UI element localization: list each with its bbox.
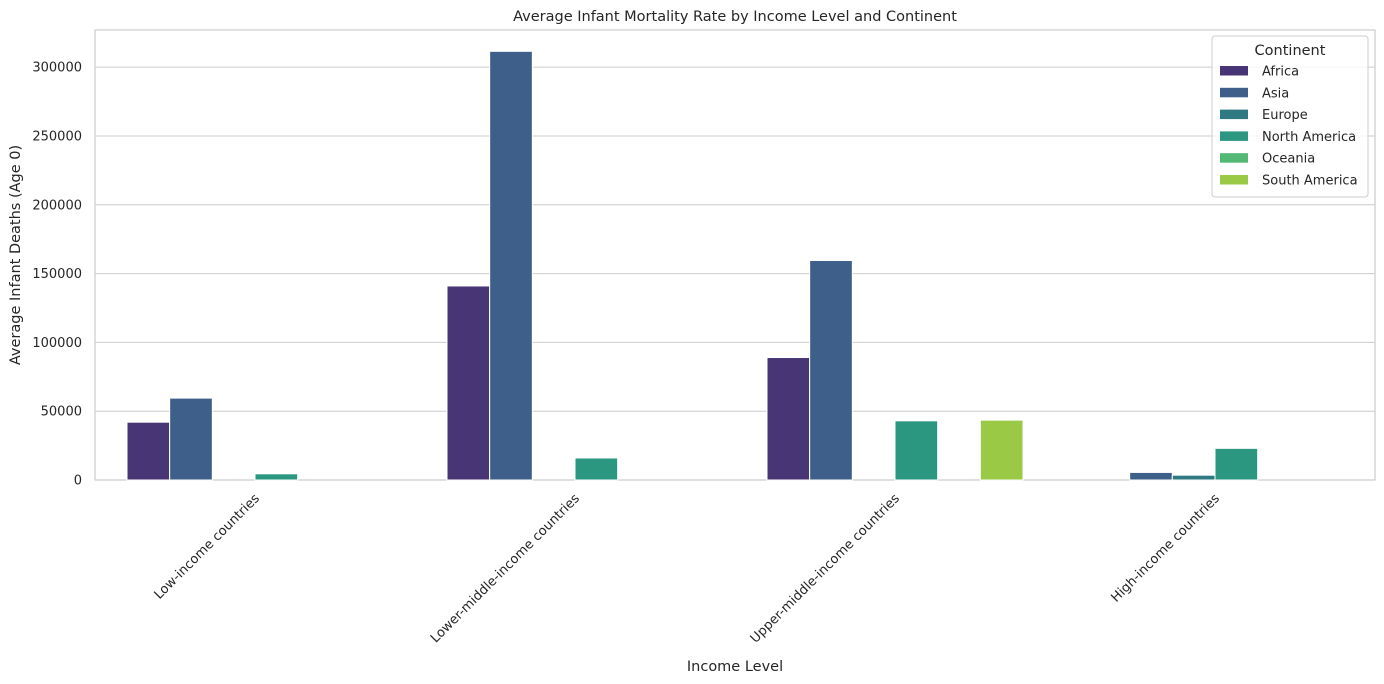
y-tick-label: 250000 [32,129,82,144]
x-tick-label: Upper-middle-income countries [748,491,903,646]
bar-asia [809,260,853,481]
legend-items: Africa Asia Europe North America Oceania Sout… [1220,65,1358,189]
legend-label: South America [1262,174,1358,189]
bar-north-america [574,457,619,481]
bar-europe [1171,474,1216,481]
bar-north-america [1214,447,1259,481]
plot-area [94,29,1376,481]
y-tick-label: 0 [74,474,82,489]
x-tick-label: Low-income countries [152,491,263,602]
bar-asia [169,397,213,481]
bar-asia [1129,471,1173,481]
x-axis-label: Income Level [687,659,783,675]
legend-label: North America [1262,130,1356,145]
y-tick-label: 100000 [32,336,82,351]
y-tick-label: 200000 [32,198,82,213]
legend-swatch [1220,131,1248,141]
legend-label: Africa [1262,65,1299,80]
y-tick-labels: 0 50000 100000 150000 200000 250000 300000 [32,61,82,489]
legend-box [1211,35,1369,198]
x-tick-label: High-income countries [1109,491,1224,606]
bar-north-america [254,473,299,481]
x-tick-labels: Low-income countries Lower-middle-income … [152,491,1223,646]
chart-title: Average Infant Mortality Rate by Income … [513,9,957,25]
legend-swatch [1220,87,1248,98]
legend-swatch [1220,109,1248,120]
grid-lines [95,66,1375,412]
bar-south-america [979,419,1024,481]
legend: Continent Africa Asia Europe North America O… [1211,35,1369,198]
legend-swatch [1220,66,1248,76]
legend-swatch [1220,175,1248,185]
bars [126,50,1259,481]
bar-africa [446,285,491,481]
x-tick-label: Lower-middle-income countries [428,491,583,646]
legend-label: Oceania [1262,152,1315,167]
legend-label: Europe [1262,108,1308,123]
bar-asia [489,50,533,481]
bar-africa [766,357,811,481]
bar-africa [126,421,171,481]
legend-label: Asia [1262,86,1289,101]
y-tick-label: 50000 [41,405,82,420]
legend-swatch [1220,153,1248,163]
bar-north-america [894,420,939,481]
y-tick-label: 300000 [32,61,82,76]
y-axis-label: Average Infant Deaths (Age 0) [8,145,24,365]
y-tick-label: 150000 [32,267,82,282]
legend-title: Continent [1255,43,1326,59]
